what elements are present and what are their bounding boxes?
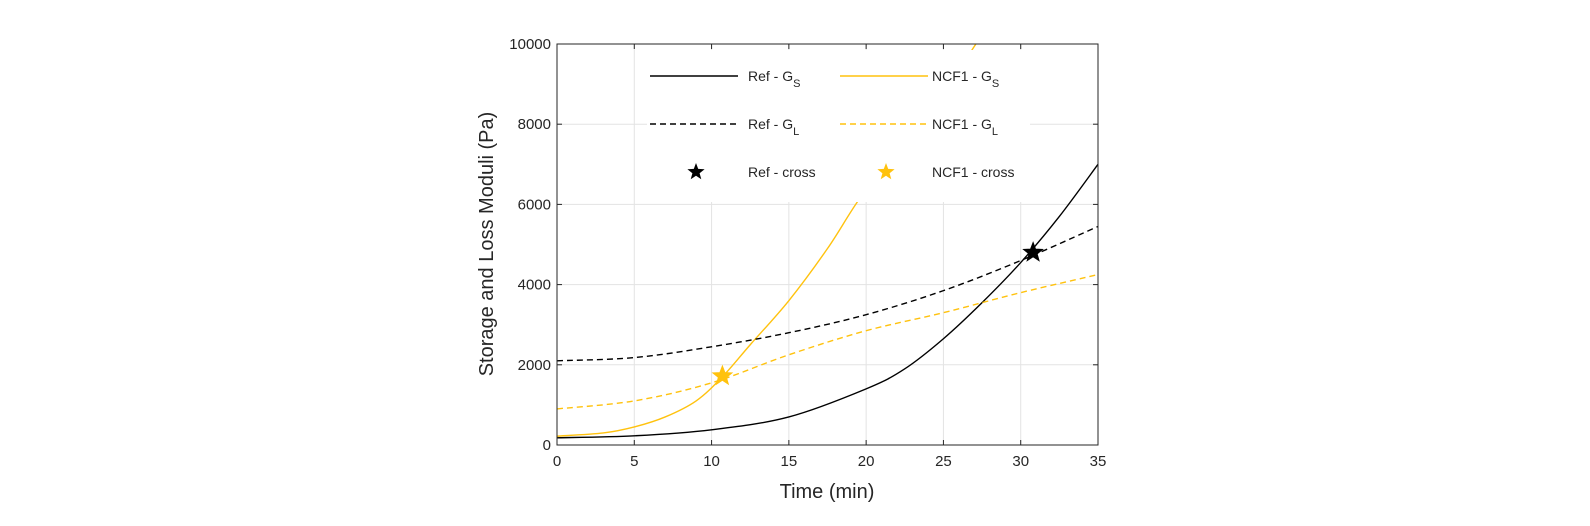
legend-label: Ref - cross [748, 164, 816, 180]
y-tick-label: 4000 [518, 277, 551, 294]
y-tick-label: 0 [543, 437, 551, 454]
legend-label: NCF1 - cross [932, 164, 1014, 180]
ticks: 0 5 10 15 20 25 30 35 0 2000 4000 6000 8000 10000 [509, 36, 1106, 470]
legend-star-icon [687, 163, 705, 180]
x-tick-label: 5 [630, 453, 638, 470]
cross-point-marker [1022, 241, 1044, 262]
x-axis-label: Time (min) [780, 481, 875, 503]
x-tick-label: 25 [935, 453, 952, 470]
legend-label-subscript: L [992, 126, 998, 138]
y-tick-label: 10000 [509, 36, 551, 53]
y-tick-label: 8000 [518, 116, 551, 133]
x-tick-label: 0 [553, 453, 561, 470]
y-tick-label: 6000 [518, 196, 551, 213]
plot-frame [556, 43, 1099, 446]
x-tick-label: 10 [703, 453, 720, 470]
legend-star-icon [877, 163, 895, 180]
x-tick-label: 20 [858, 453, 875, 470]
x-tick-label: 30 [1012, 453, 1029, 470]
x-tick-label: 15 [781, 453, 798, 470]
series-line [557, 163, 1098, 439]
y-tick-label: 2000 [518, 357, 551, 374]
legend-label-subscript: L [793, 126, 799, 138]
x-tick-label: 35 [1090, 453, 1107, 470]
cross-point-marker [711, 364, 734, 386]
y-axis-label: Storage and Loss Moduli (Pa) [476, 112, 498, 377]
series-line [557, 225, 1098, 362]
legend-label-subscript: S [793, 78, 800, 90]
series-line [557, 273, 1098, 410]
legend-label-subscript: S [992, 78, 999, 90]
